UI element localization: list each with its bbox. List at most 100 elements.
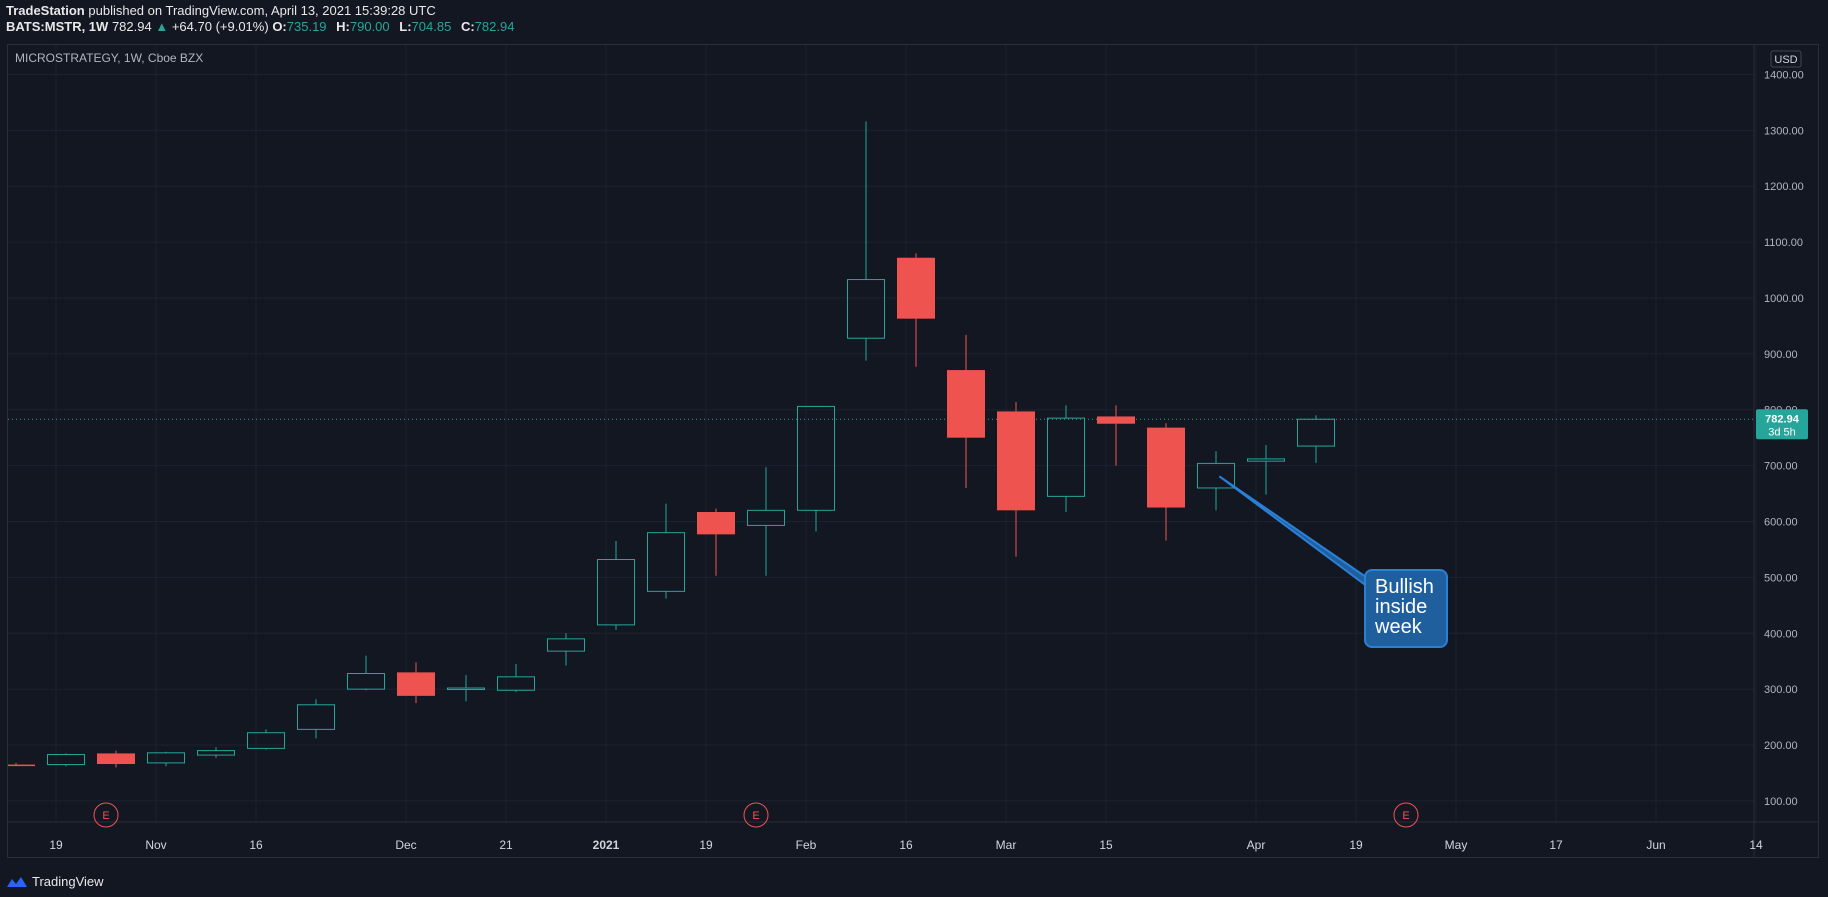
earnings-icon xyxy=(1393,802,1419,828)
y-tick-label: 700.00 xyxy=(1764,461,1798,473)
close-label: C: xyxy=(460,19,475,34)
callout-pointer xyxy=(1219,475,1373,591)
candles xyxy=(8,121,1335,768)
open-label: O: xyxy=(272,19,287,34)
candle-body xyxy=(797,405,835,511)
y-tick-label: 1200.00 xyxy=(1764,181,1804,193)
candle-body xyxy=(997,411,1035,511)
candle xyxy=(1297,415,1335,463)
y-tick-label: 600.00 xyxy=(1764,517,1798,529)
y-tick-label: 1400.00 xyxy=(1764,69,1804,81)
low-label: L: xyxy=(399,19,412,34)
candle-body xyxy=(497,676,535,691)
price-tag-countdown: 3d 5h xyxy=(1768,426,1796,438)
price-change: +64.70 (+9.01%) xyxy=(171,19,269,34)
earnings-icon xyxy=(93,802,119,828)
low-value: 704.85 xyxy=(411,19,452,34)
candle-body xyxy=(1147,427,1185,508)
close-value: 782.94 xyxy=(474,19,515,34)
x-tick-label: May xyxy=(1445,838,1468,852)
y-tick-label: 200.00 xyxy=(1764,740,1798,752)
callout-line: inside xyxy=(1375,596,1428,618)
earnings-icon-letter: E xyxy=(1402,810,1409,822)
change-arrow-icon: ▲ xyxy=(155,19,169,34)
candle-body xyxy=(1097,416,1135,424)
candle xyxy=(447,675,485,702)
candle xyxy=(1097,405,1135,466)
candle-body xyxy=(897,257,935,319)
x-tick-label: Apr xyxy=(1247,838,1266,852)
y-tick-label: 1000.00 xyxy=(1764,293,1804,305)
candle xyxy=(947,334,985,488)
x-tick-label: 15 xyxy=(1099,838,1113,852)
last-price: 782.94 xyxy=(111,19,152,34)
candle xyxy=(647,503,685,599)
x-tick-label: Feb xyxy=(796,838,817,852)
y-tick-label: 1300.00 xyxy=(1764,125,1804,137)
candle xyxy=(247,729,285,750)
x-tick-label: 21 xyxy=(499,838,513,852)
price-axis: 100.00 200.00 300.00 400.00 500.00 600.00 700.… xyxy=(8,45,1819,857)
earnings-icon-letter: E xyxy=(752,810,759,822)
x-tick-label: 16 xyxy=(249,838,263,852)
x-tick-label: 19 xyxy=(1349,838,1363,852)
candle-body xyxy=(347,672,385,690)
candle xyxy=(597,541,635,630)
candle xyxy=(1147,423,1185,541)
candle-body xyxy=(1047,417,1085,497)
candle-body xyxy=(647,532,685,592)
callout-pointer-arrow xyxy=(1219,475,1373,591)
grid-lines xyxy=(8,45,1757,822)
candle xyxy=(1197,451,1235,511)
price-tag-value: 782.94 xyxy=(1765,413,1800,425)
publisher-name: TradeStation xyxy=(6,3,85,18)
candle xyxy=(497,663,535,692)
candle-body xyxy=(547,638,585,652)
x-tick-label: Nov xyxy=(145,838,166,852)
callout-annotation[interactable]: Bullish inside week xyxy=(1364,569,1448,648)
high-label: H: xyxy=(336,19,350,34)
candle xyxy=(397,662,435,704)
callout-line: Bullish xyxy=(1375,576,1434,598)
candle-body xyxy=(297,704,335,730)
candle-body xyxy=(8,764,35,767)
candle xyxy=(697,508,735,576)
candle xyxy=(897,253,935,367)
tradingview-logo-icon xyxy=(7,876,27,887)
candle-body xyxy=(47,754,85,766)
candle xyxy=(347,655,385,691)
candle-body xyxy=(697,512,735,535)
y-tick-label: 400.00 xyxy=(1764,628,1798,640)
candle xyxy=(47,753,85,767)
y-tick-label: 100.00 xyxy=(1764,796,1798,808)
x-tick-label: 2021 xyxy=(593,838,620,852)
candle-body xyxy=(397,672,435,696)
candle xyxy=(847,121,885,361)
high-value: 790.00 xyxy=(349,19,390,34)
candle-body xyxy=(97,753,135,765)
time-axis: 19 Nov 16 Dec 21 2021 19 Feb 16 Mar 15 Apr 19 May 17 Ju… xyxy=(49,838,1763,852)
candle xyxy=(1047,405,1085,513)
candle-body xyxy=(597,558,635,626)
x-tick-label: Dec xyxy=(395,838,416,852)
candle xyxy=(8,762,35,767)
symbol-label: MICROSTRATEGY, 1W, Cboe BZX xyxy=(15,51,204,65)
currency-box xyxy=(1770,50,1802,68)
y-tick-label: 900.00 xyxy=(1764,349,1798,361)
candle xyxy=(997,401,1035,557)
candle-body xyxy=(847,279,885,339)
x-tick-label: 16 xyxy=(899,838,913,852)
candle xyxy=(197,747,235,758)
callout-line: week xyxy=(1375,616,1422,638)
x-tick-label: 19 xyxy=(699,838,713,852)
chart-frame[interactable] xyxy=(7,44,1819,858)
earnings-icon-letter: E xyxy=(102,810,109,822)
footer-brand[interactable]: TradingView xyxy=(6,874,104,889)
x-tick-label: 19 xyxy=(49,838,63,852)
currency-label: USD xyxy=(1774,54,1797,66)
candle xyxy=(97,750,135,768)
candle xyxy=(747,467,785,576)
open-value: 735.19 xyxy=(286,19,327,34)
